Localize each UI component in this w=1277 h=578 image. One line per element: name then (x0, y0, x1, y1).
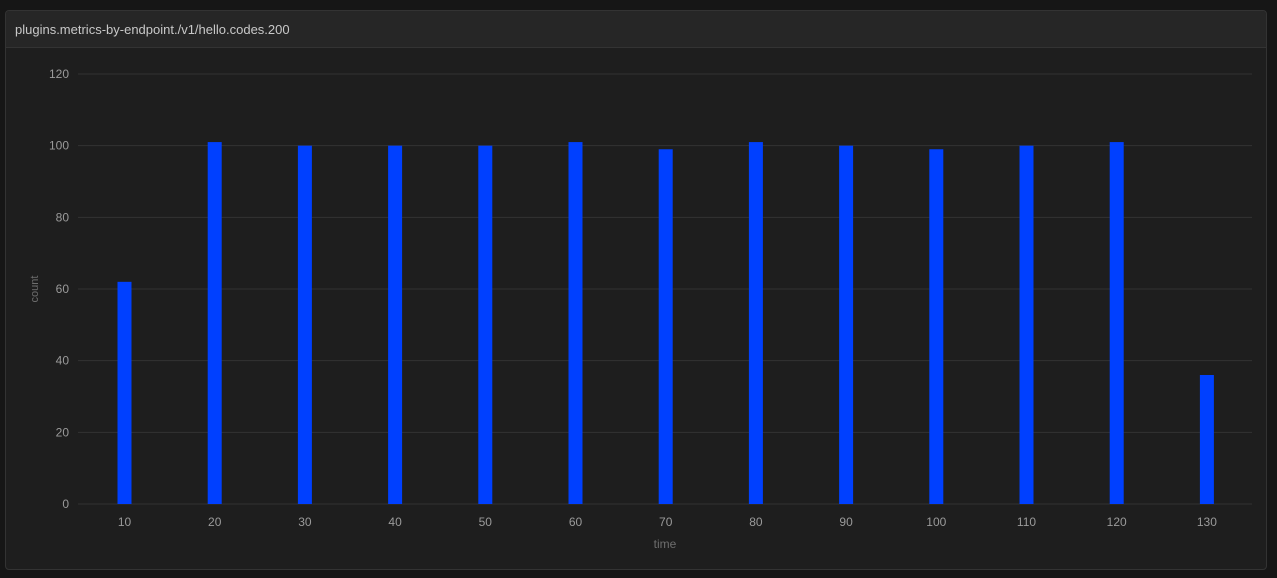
x-tick-label: 120 (1107, 515, 1127, 529)
y-tick-label: 120 (49, 67, 69, 81)
y-tick-label: 60 (56, 282, 70, 296)
x-tick-label: 110 (1017, 515, 1036, 529)
y-axis-ticks: 0 20 40 60 80 100 120 (49, 67, 69, 511)
bar[interactable] (207, 142, 222, 505)
y-tick-label: 40 (56, 354, 70, 368)
x-tick-label: 30 (298, 515, 312, 529)
x-tick-label: 90 (839, 515, 853, 529)
bar[interactable] (1199, 375, 1214, 504)
bar[interactable] (839, 145, 854, 504)
bar[interactable] (388, 145, 403, 504)
x-tick-label: 130 (1197, 515, 1217, 529)
y-tick-label: 0 (62, 497, 69, 511)
panel-header: plugins.metrics-by-endpoint./v1/hello.co… (6, 11, 1266, 48)
x-tick-label: 20 (208, 515, 222, 529)
y-tick-label: 80 (56, 210, 70, 224)
y-tick-label: 20 (56, 425, 70, 439)
panel-title: plugins.metrics-by-endpoint./v1/hello.co… (15, 21, 290, 37)
x-tick-label: 70 (659, 515, 673, 529)
x-tick-label: 100 (926, 515, 946, 529)
x-tick-label: 10 (118, 515, 132, 529)
bar[interactable] (568, 142, 583, 505)
bar[interactable] (1019, 145, 1034, 504)
bar[interactable] (658, 149, 673, 504)
x-tick-label: 80 (749, 515, 763, 529)
y-axis-label: count (29, 276, 41, 303)
x-tick-label: 60 (569, 515, 583, 529)
y-tick-label: 100 (49, 139, 69, 153)
bar[interactable] (748, 142, 763, 505)
x-tick-label: 50 (479, 515, 493, 529)
bar[interactable] (1109, 142, 1124, 505)
bar[interactable] (929, 149, 944, 504)
x-axis-ticks: 10 20 30 40 50 60 70 80 90 100 110 120 130 (118, 515, 1217, 529)
bar[interactable] (297, 145, 312, 504)
bars (117, 142, 1214, 505)
x-tick-label: 40 (388, 515, 402, 529)
bar[interactable] (117, 281, 132, 504)
bar[interactable] (478, 145, 493, 504)
x-axis-label: time (654, 537, 677, 551)
